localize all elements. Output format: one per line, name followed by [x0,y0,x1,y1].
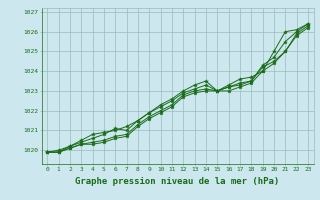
X-axis label: Graphe pression niveau de la mer (hPa): Graphe pression niveau de la mer (hPa) [76,177,280,186]
